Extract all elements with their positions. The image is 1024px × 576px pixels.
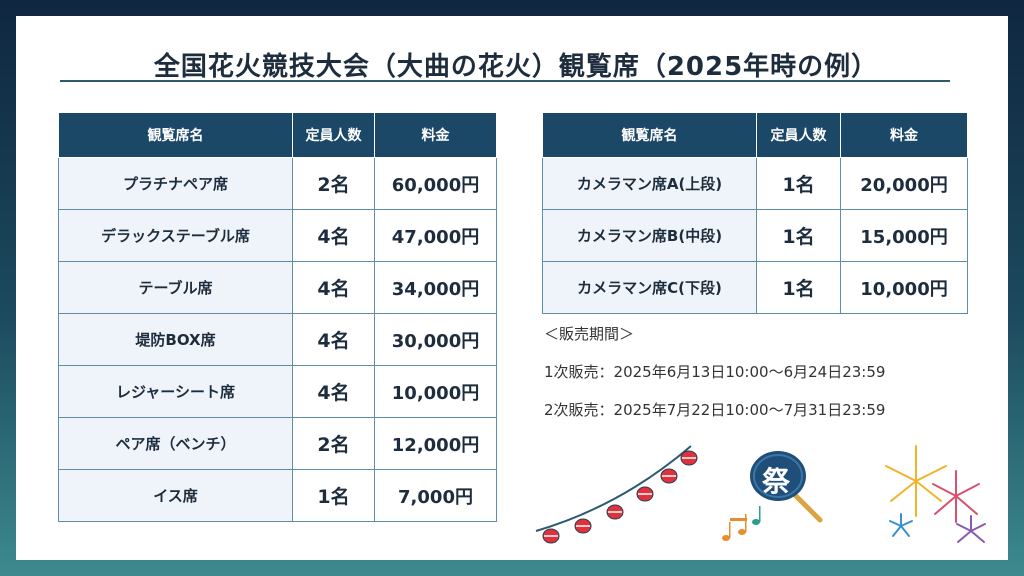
seat-capacity: 1名 [756, 209, 841, 262]
seat-capacity: 2名 [292, 157, 375, 210]
seat-price: 10,000円 [840, 261, 968, 314]
header-price: 料金 [840, 112, 968, 158]
seat-capacity: 1名 [756, 157, 841, 210]
seat-capacity: 2名 [292, 417, 375, 470]
seat-name: イス席 [58, 469, 293, 522]
header-price: 料金 [374, 112, 497, 158]
seat-price: 60,000円 [374, 157, 497, 210]
seat-table-main: 観覧席名 定員人数 料金 プラチナペア席 2名 60,000円 デラックステーブ… [58, 112, 497, 522]
seat-capacity: 1名 [756, 261, 841, 314]
title-underline [60, 80, 950, 82]
table-row: プラチナペア席 2名 60,000円 [58, 157, 497, 210]
seat-name: ペア席（ベンチ） [58, 417, 293, 470]
fan-character: 祭 [762, 465, 791, 498]
sales-heading: ＜販売期間＞ [544, 325, 635, 343]
seat-price: 7,000円 [374, 469, 497, 522]
table-row: カメラマン席A(上段) 1名 20,000円 [542, 157, 968, 210]
sales-period: ＜販売期間＞ 1次販売：2025年6月13日10:00〜6月24日23:59 2… [544, 323, 885, 437]
table-row: テーブル席 4名 34,000円 [58, 261, 497, 314]
seat-capacity: 4名 [292, 313, 375, 366]
music-notes-icon [722, 506, 761, 541]
seat-name: デラックステーブル席 [58, 209, 293, 262]
seat-capacity: 1名 [292, 469, 375, 522]
table-row: 堤防BOX席 4名 30,000円 [58, 313, 497, 366]
seat-table-camera: 観覧席名 定員人数 料金 カメラマン席A(上段) 1名 20,000円 カメラマ… [542, 112, 968, 314]
seat-capacity: 4名 [292, 261, 375, 314]
seat-price: 12,000円 [374, 417, 497, 470]
seat-name: カメラマン席A(上段) [542, 157, 757, 210]
seat-price: 10,000円 [374, 365, 497, 418]
seat-name: カメラマン席C(下段) [542, 261, 757, 314]
table-row: イス席 1名 7,000円 [58, 469, 497, 522]
table-row: カメラマン席B(中段) 1名 15,000円 [542, 209, 968, 262]
seat-name: テーブル席 [58, 261, 293, 314]
seat-price: 15,000円 [840, 209, 968, 262]
seat-name: 堤防BOX席 [58, 313, 293, 366]
header-seat-name: 観覧席名 [58, 112, 293, 158]
seat-capacity: 4名 [292, 209, 375, 262]
table-header-row: 観覧席名 定員人数 料金 [542, 112, 968, 158]
seat-price: 34,000円 [374, 261, 497, 314]
header-capacity: 定員人数 [756, 112, 841, 158]
seat-price: 47,000円 [374, 209, 497, 262]
table-row: カメラマン席C(下段) 1名 10,000円 [542, 261, 968, 314]
content-card: 全国花火競技大会（大曲の花火）観覧席（2025年時の例） 観覧席名 定員人数 料… [16, 16, 1008, 560]
table-row: レジャーシート席 4名 10,000円 [58, 365, 497, 418]
table-row: ペア席（ベンチ） 2名 12,000円 [58, 417, 497, 470]
header-capacity: 定員人数 [292, 112, 375, 158]
page-title: 全国花火競技大会（大曲の花火）観覧席（2025年時の例） [153, 52, 879, 82]
lantern-garland-icon [535, 445, 698, 544]
seat-name: レジャーシート席 [58, 365, 293, 418]
uchiwa-fan-icon [750, 451, 823, 523]
seat-name: カメラマン席B(中段) [542, 209, 757, 262]
seat-price: 30,000円 [374, 313, 497, 366]
seat-name: プラチナペア席 [58, 157, 293, 210]
sales-first: 1次販売：2025年6月13日10:00〜6月24日23:59 [544, 363, 886, 381]
header-seat-name: 観覧席名 [542, 112, 757, 158]
seat-price: 20,000円 [840, 157, 968, 210]
table-header-row: 観覧席名 定員人数 料金 [58, 112, 497, 158]
table-row: デラックステーブル席 4名 47,000円 [58, 209, 497, 262]
sales-second: 2次販売：2025年7月22日10:00〜7月31日23:59 [544, 401, 886, 419]
seat-capacity: 4名 [292, 365, 375, 418]
fireworks-icon [885, 445, 986, 543]
